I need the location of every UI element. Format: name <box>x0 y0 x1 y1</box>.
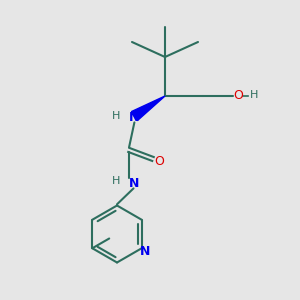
Text: O: O <box>233 89 243 102</box>
Text: N: N <box>129 111 140 124</box>
Text: N: N <box>140 245 150 258</box>
Text: H: H <box>250 90 258 100</box>
Text: N: N <box>129 177 140 190</box>
Polygon shape <box>131 96 165 121</box>
Text: H: H <box>112 176 121 187</box>
Text: O: O <box>154 155 164 169</box>
Text: H: H <box>112 110 121 121</box>
